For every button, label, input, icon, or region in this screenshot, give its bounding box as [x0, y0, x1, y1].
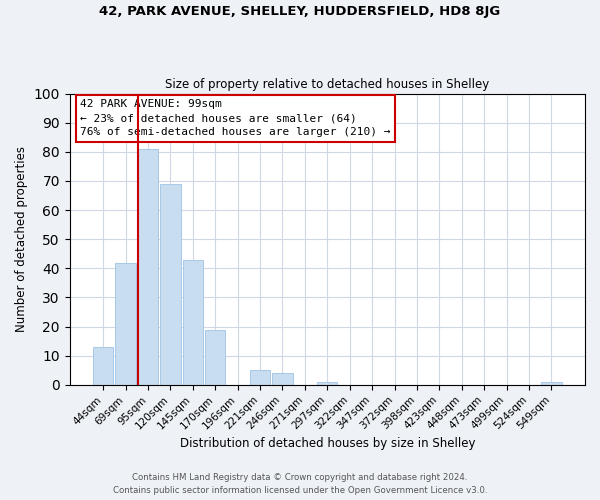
- X-axis label: Distribution of detached houses by size in Shelley: Distribution of detached houses by size …: [179, 437, 475, 450]
- Bar: [183, 260, 203, 385]
- Bar: [205, 330, 226, 385]
- Bar: [250, 370, 270, 385]
- Title: Size of property relative to detached houses in Shelley: Size of property relative to detached ho…: [165, 78, 490, 91]
- Bar: [93, 347, 113, 385]
- Bar: [541, 382, 562, 385]
- Text: 42 PARK AVENUE: 99sqm
← 23% of detached houses are smaller (64)
76% of semi-deta: 42 PARK AVENUE: 99sqm ← 23% of detached …: [80, 100, 391, 138]
- Bar: [160, 184, 181, 385]
- Text: 42, PARK AVENUE, SHELLEY, HUDDERSFIELD, HD8 8JG: 42, PARK AVENUE, SHELLEY, HUDDERSFIELD, …: [100, 5, 500, 18]
- Bar: [317, 382, 337, 385]
- Bar: [138, 149, 158, 385]
- Bar: [272, 373, 293, 385]
- Bar: [115, 262, 136, 385]
- Text: Contains HM Land Registry data © Crown copyright and database right 2024.
Contai: Contains HM Land Registry data © Crown c…: [113, 474, 487, 495]
- Y-axis label: Number of detached properties: Number of detached properties: [15, 146, 28, 332]
